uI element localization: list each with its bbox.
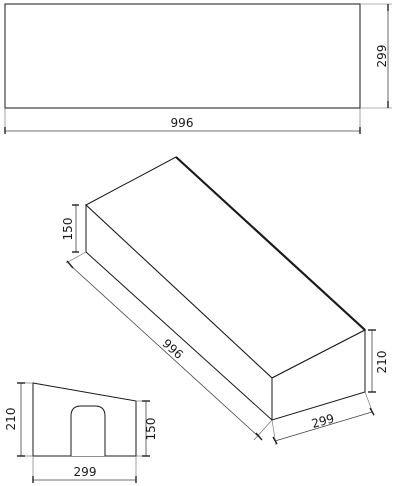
end-view-opening xyxy=(70,405,106,456)
end-short-height-label: 150 xyxy=(144,418,158,441)
iso-left-height-label: 150 xyxy=(61,218,75,241)
iso-width-label: 299 xyxy=(310,411,336,431)
iso-length-label: 996 xyxy=(159,336,185,362)
end-width-label: 299 xyxy=(74,465,97,479)
iso-right-height-label: 210 xyxy=(375,351,389,374)
iso-back-edge xyxy=(175,156,366,331)
top-view-outline xyxy=(4,3,361,109)
top-view: 996 299 xyxy=(4,3,392,134)
isometric-view: 150 996 210 299 xyxy=(61,156,389,446)
end-tall-height-label: 210 xyxy=(4,408,18,431)
iso-length-dimension-line xyxy=(69,264,260,438)
iso-width-dimension-line xyxy=(274,411,373,442)
top-width-label: 299 xyxy=(375,45,389,68)
end-view: 210 150 299 xyxy=(4,382,158,483)
top-length-label: 996 xyxy=(171,116,194,130)
